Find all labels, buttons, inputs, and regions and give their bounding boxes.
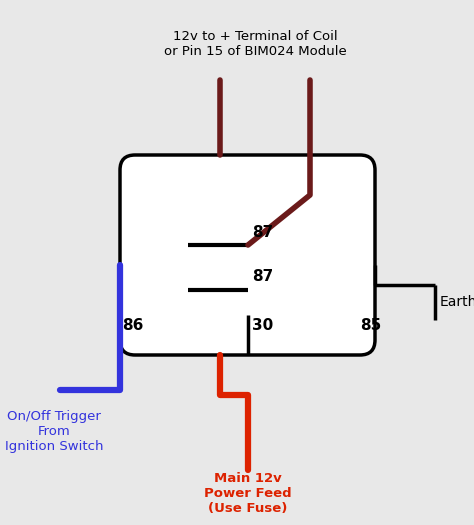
Text: 85: 85 bbox=[360, 318, 381, 333]
Text: 87: 87 bbox=[252, 225, 273, 240]
Text: 86: 86 bbox=[122, 318, 143, 333]
Text: 12v to + Terminal of Coil
or Pin 15 of BIM024 Module: 12v to + Terminal of Coil or Pin 15 of B… bbox=[164, 30, 346, 58]
Text: Earth: Earth bbox=[440, 295, 474, 309]
Text: 87: 87 bbox=[252, 269, 273, 284]
Text: Main 12v
Power Feed
(Use Fuse): Main 12v Power Feed (Use Fuse) bbox=[204, 472, 292, 515]
FancyBboxPatch shape bbox=[120, 155, 375, 355]
Text: On/Off Trigger
From
Ignition Switch: On/Off Trigger From Ignition Switch bbox=[5, 410, 103, 453]
Text: 30: 30 bbox=[252, 318, 273, 333]
